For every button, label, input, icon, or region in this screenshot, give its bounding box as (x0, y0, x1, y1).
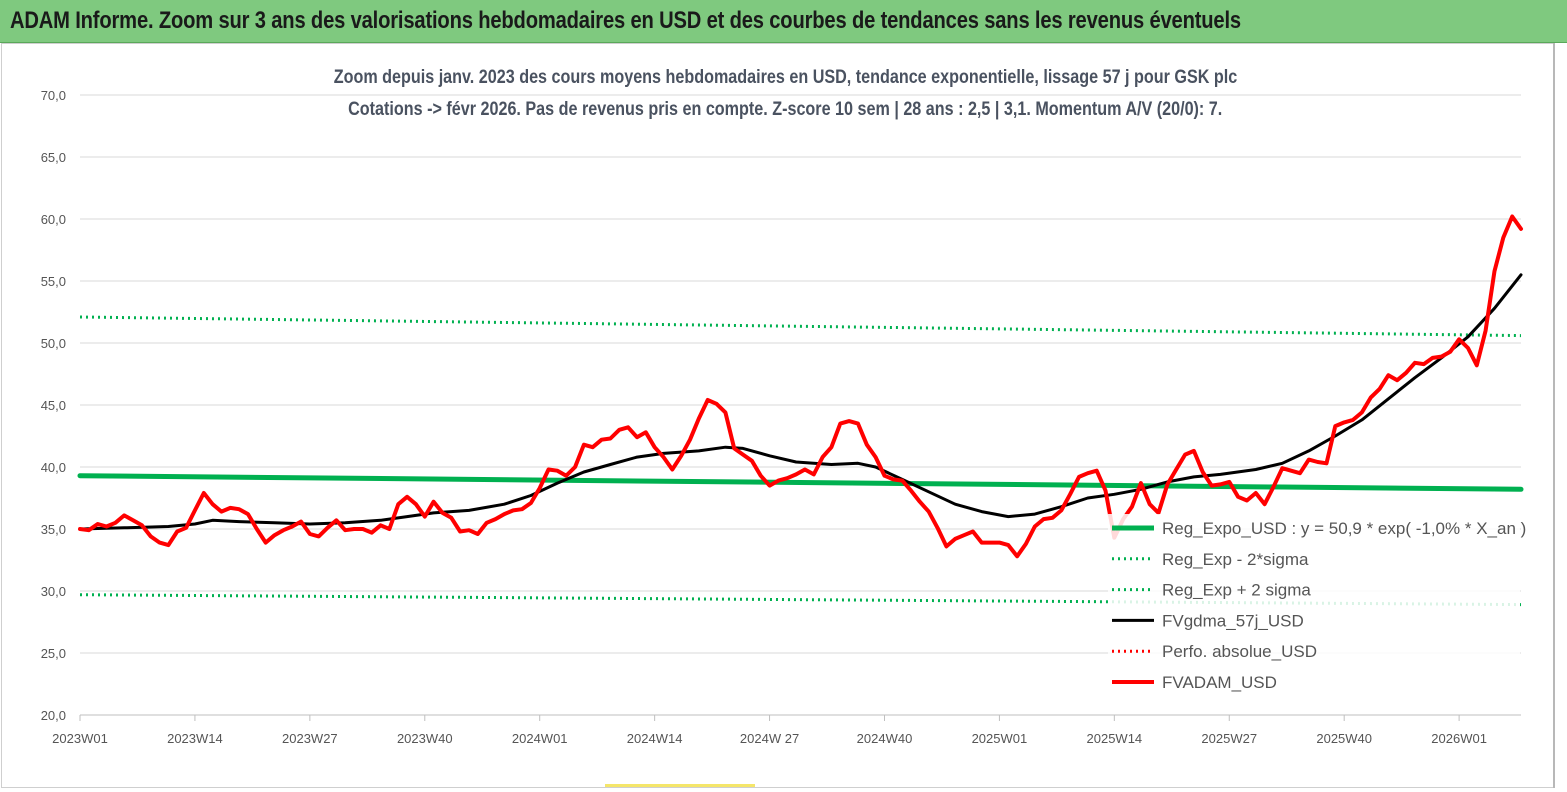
x-tick-label: 2025W01 (972, 731, 1028, 746)
x-tick-label: 2025W14 (1087, 731, 1143, 746)
reg-expo-line (77, 473, 1524, 492)
x-tick-label: 2026W01 (1431, 731, 1487, 746)
legend-label: Reg_Exp - 2*sigma (1162, 550, 1309, 569)
x-tick-label: 2025W27 (1201, 731, 1257, 746)
legend-label: Reg_Exp + 2 sigma (1162, 581, 1311, 600)
x-tick-label: 2024W 27 (740, 731, 799, 746)
chart-title-line-2: Cotations -> févr 2026. Pas de revenus p… (180, 99, 1390, 121)
report-title: ADAM Informe. Zoom sur 3 ans des valoris… (10, 7, 1241, 34)
y-tick-label: 55,0 (41, 274, 66, 289)
legend-label: FVgdma_57j_USD (1162, 611, 1304, 630)
y-tick-label: 45,0 (41, 398, 66, 413)
x-tick-label: 2024W40 (857, 731, 913, 746)
frame-right-border (1553, 43, 1555, 788)
chart-title-line-2-text: Cotations -> févr 2026. Pas de revenus p… (347, 99, 1223, 120)
y-tick-label: 25,0 (41, 646, 66, 661)
y-tick-label: 35,0 (41, 522, 66, 537)
fvadam-line (78, 214, 1523, 559)
x-tick-label: 2025W40 (1316, 731, 1372, 746)
reg-exp-plus-2sigma-line (79, 315, 1522, 338)
y-tick-label: 60,0 (41, 212, 66, 227)
y-tick-label: 40,0 (41, 460, 66, 475)
x-tick-label: 2023W27 (282, 731, 338, 746)
y-tick-label: 30,0 (41, 584, 66, 599)
x-tick-label: 2023W40 (397, 731, 453, 746)
x-tick-label: 2023W14 (167, 731, 223, 746)
selection-marker (605, 784, 755, 787)
chart-title-line-1: Zoom depuis janv. 2023 des cours moyens … (180, 67, 1390, 89)
legend-background (1108, 514, 1520, 700)
y-tick-label: 50,0 (41, 336, 66, 351)
x-tick-label: 2024W01 (512, 731, 568, 746)
y-tick-label: 20,0 (41, 708, 66, 723)
chart-title-line-1-text: Zoom depuis janv. 2023 des cours moyens … (333, 67, 1237, 88)
y-tick-label: 65,0 (41, 150, 66, 165)
x-tick-label: 2024W14 (627, 731, 683, 746)
x-tick-label: 2023W01 (52, 731, 108, 746)
title-banner: ADAM Informe. Zoom sur 3 ans des valoris… (0, 0, 1567, 43)
legend-label: FVADAM_USD (1162, 673, 1277, 692)
fvgdma-57j-line (78, 273, 1523, 531)
legend-label: Reg_Expo_USD : y = 50,9 * exp( -1,0% * X… (1162, 519, 1526, 538)
legend-label: Perfo. absolue_USD (1162, 642, 1317, 661)
y-tick-label: 70,0 (41, 88, 66, 103)
